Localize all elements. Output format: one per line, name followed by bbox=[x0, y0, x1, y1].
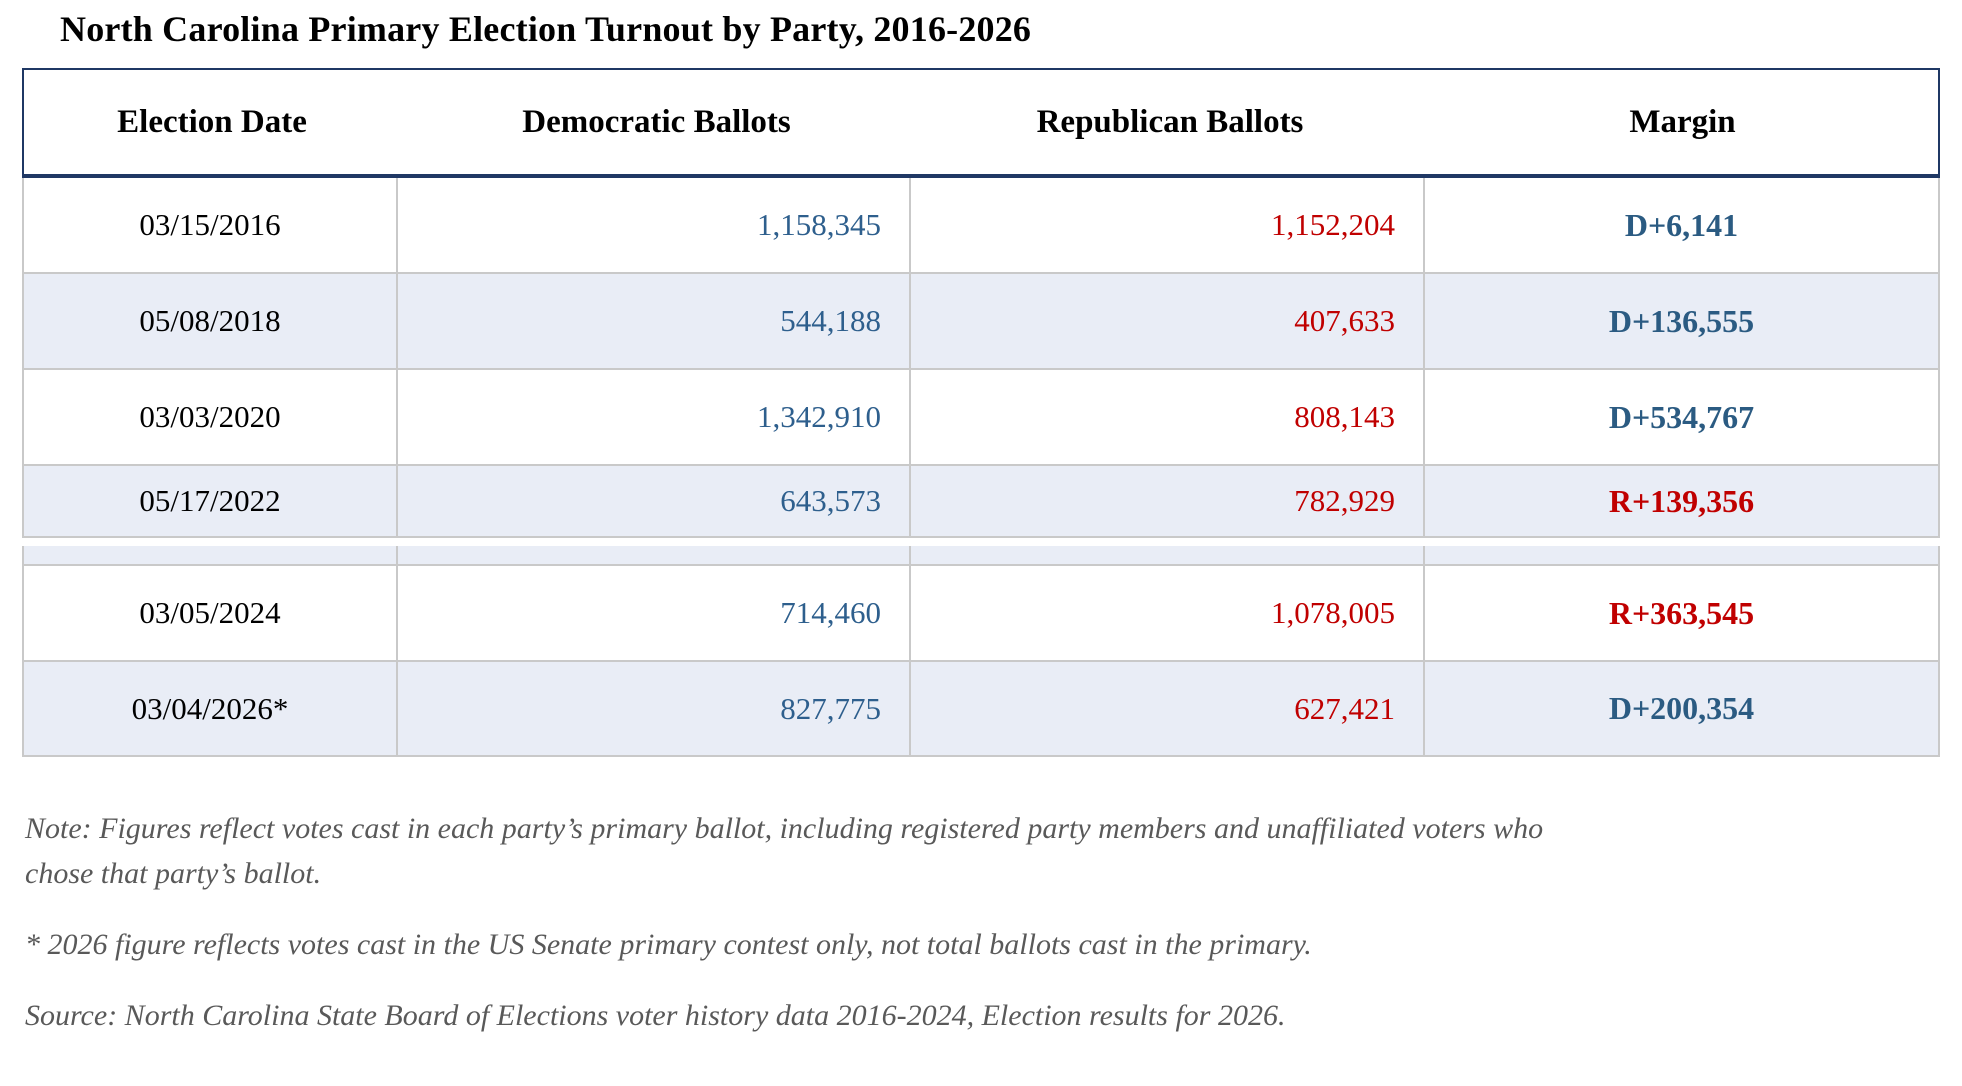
margin-value: R+139,356 bbox=[1608, 482, 1755, 519]
democratic-ballots: 643,573 bbox=[398, 466, 911, 536]
republican-ballots: 407,633 bbox=[911, 274, 1425, 368]
margin-value: D+6,141 bbox=[1624, 206, 1739, 243]
republican-ballots: 1,152,204 bbox=[911, 178, 1425, 272]
empty-cell bbox=[1425, 546, 1938, 564]
empty-cell bbox=[398, 546, 911, 564]
democratic-ballots: 1,342,910 bbox=[398, 370, 911, 464]
democratic-ballots: 714,460 bbox=[398, 566, 911, 660]
page-break-gap bbox=[22, 538, 1940, 546]
page-title: North Carolina Primary Election Turnout … bbox=[60, 9, 1032, 49]
election-date: 03/15/2016 bbox=[24, 178, 398, 272]
republican-ballots: 1,078,005 bbox=[911, 566, 1425, 660]
table-row-2024: 03/05/2024 714,460 1,078,005 R+363,545 bbox=[22, 566, 1940, 662]
margin-value: D+534,767 bbox=[1608, 398, 1755, 435]
table-row-2020: 03/03/2020 1,342,910 808,143 D+534,767 bbox=[22, 370, 1940, 466]
election-date: 03/03/2020 bbox=[24, 370, 398, 464]
republican-ballots: 808,143 bbox=[911, 370, 1425, 464]
footnotes: Note: Figures reflect votes cast in each… bbox=[25, 806, 1585, 1064]
source-note: Source: North Carolina State Board of El… bbox=[25, 999, 1286, 1032]
table-row-2018: 05/08/2018 544,188 407,633 D+136,555 bbox=[22, 274, 1940, 370]
note-text: Note: Figures reflect votes cast in each… bbox=[25, 812, 1544, 890]
asterisk-note: * 2026 figure reflects votes cast in the… bbox=[25, 928, 1312, 961]
margin-value: D+136,555 bbox=[1608, 302, 1755, 339]
turnout-table: Election Date Democratic Ballots Republi… bbox=[22, 68, 1940, 757]
empty-cell bbox=[24, 546, 398, 564]
table-header-row: Election Date Democratic Ballots Republi… bbox=[22, 68, 1940, 178]
election-date: 05/17/2022 bbox=[24, 466, 398, 536]
republican-ballots: 782,929 bbox=[911, 466, 1425, 536]
democratic-ballots: 827,775 bbox=[398, 662, 911, 755]
column-header-election-date: Election Date bbox=[117, 103, 307, 140]
table-row-2022: 05/17/2022 643,573 782,929 R+139,356 bbox=[22, 466, 1940, 538]
table-row-2026: 03/04/2026* 827,775 627,421 D+200,354 bbox=[22, 662, 1940, 757]
table-row-2016: 03/15/2016 1,158,345 1,152,204 D+6,141 bbox=[22, 178, 1940, 274]
election-date: 05/08/2018 bbox=[24, 274, 398, 368]
democratic-ballots: 1,158,345 bbox=[398, 178, 911, 272]
margin-value: D+200,354 bbox=[1608, 690, 1755, 726]
election-date: 03/05/2024 bbox=[24, 566, 398, 660]
democratic-ballots: 544,188 bbox=[398, 274, 911, 368]
column-header-margin: Margin bbox=[1629, 103, 1736, 140]
column-header-republican-ballots: Republican Ballots bbox=[1036, 103, 1304, 140]
column-header-democratic-ballots: Democratic Ballots bbox=[522, 103, 791, 140]
election-date: 03/04/2026* bbox=[24, 662, 398, 755]
margin-value: R+363,545 bbox=[1608, 594, 1755, 631]
empty-cell bbox=[911, 546, 1425, 564]
republican-ballots: 627,421 bbox=[911, 662, 1425, 755]
split-row-strip bbox=[22, 546, 1940, 566]
